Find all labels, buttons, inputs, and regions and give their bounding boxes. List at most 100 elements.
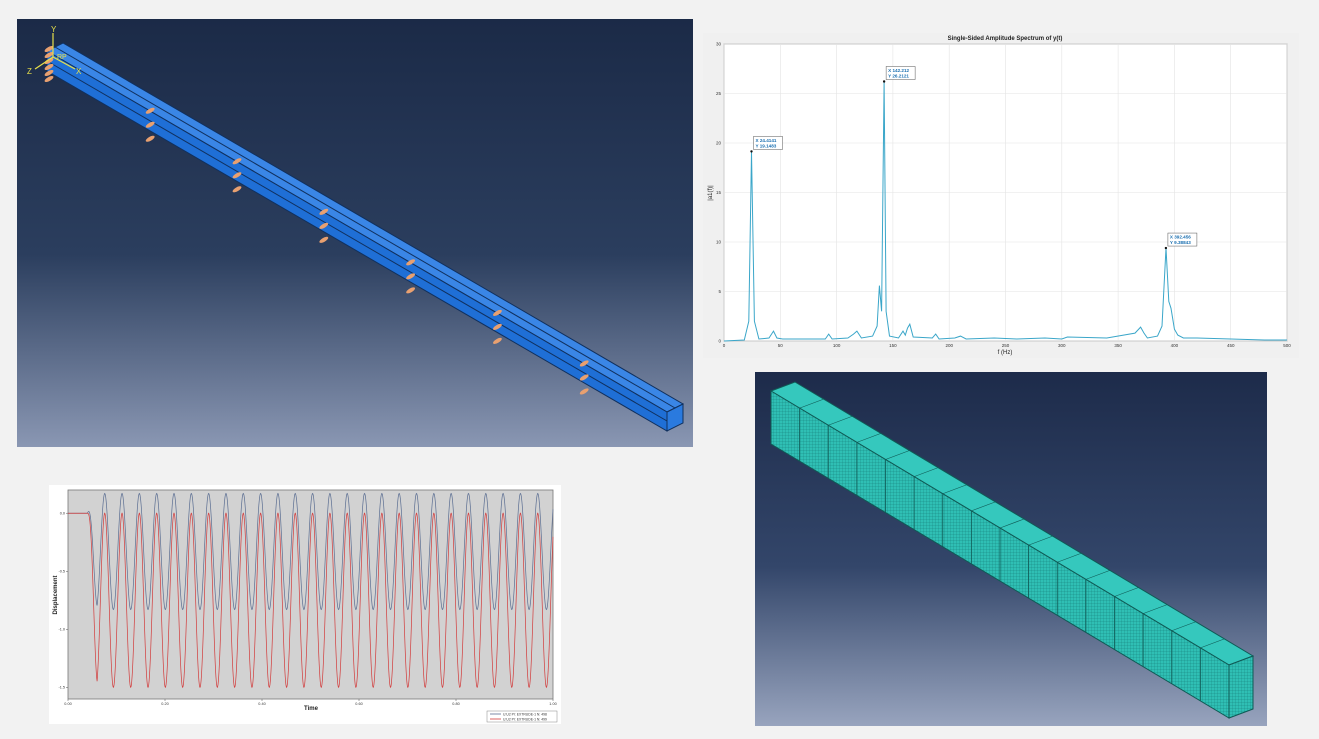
axis-triad: Y X Z RP	[27, 25, 82, 76]
fft-datatip-x: X 142.212	[888, 68, 909, 73]
legend-entry-1: U:U2 PI: EXTRUDE-1 N: 498	[503, 713, 547, 717]
load-arrow-icon	[492, 337, 502, 344]
displacement-series-line	[68, 512, 554, 689]
mesh-model-viewport[interactable]	[755, 372, 1267, 726]
fft-y-tick-label: 25	[716, 91, 722, 96]
mesh-section-lines	[799, 398, 1225, 701]
fft-y-tick-label: 30	[716, 42, 722, 47]
displacement-y-tick-label: -0.5	[58, 570, 65, 574]
fft-datatip-y: Y 26.2121	[888, 74, 909, 79]
displacement-y-tick-label: -1.5	[58, 686, 65, 690]
displacement-x-tick-label: 0.80	[452, 702, 459, 706]
load-arrows	[44, 45, 589, 395]
mesh-section-top-line	[1057, 552, 1082, 563]
fft-x-tick-label: 450	[1227, 343, 1235, 348]
displacement-ticks: 0.00 0.20 0.40 0.60 0.80 1.00 0.0 -0.5 -1.0 -1.5	[58, 512, 556, 706]
mesh-section-top-line	[1171, 621, 1196, 632]
fft-x-tick-label: 100	[833, 343, 841, 348]
fft-y-tick-label: 20	[716, 141, 722, 146]
fft-x-tick-label: 400	[1171, 343, 1179, 348]
fft-x-tick-label: 350	[1114, 343, 1122, 348]
mesh-section-top-line	[885, 450, 910, 460]
load-arrow-icon	[232, 186, 242, 193]
displacement-y-tick-label: -1.0	[58, 628, 65, 632]
load-arrow-icon	[319, 222, 329, 229]
boundary-condition-icon	[44, 69, 54, 77]
displacement-x-tick-label: 1.00	[549, 702, 556, 706]
fft-datatip-box	[753, 136, 783, 150]
mesh-section-top-line	[1143, 604, 1168, 614]
boundary-condition-icon	[44, 51, 54, 59]
beam-model-render: Y X Z RP	[27, 25, 685, 432]
fft-datatip-x: X 392.456	[1170, 235, 1191, 240]
displacement-chart: 0.00 0.20 0.40 0.60 0.80 1.00 0.0 -0.5 -1.0 -1.5 …	[49, 485, 561, 724]
displacement-legend: U:U2 PI: EXTRUDE-1 N: 498 U:U2 PI: EXTRU…	[486, 710, 558, 723]
fft-datatip-marker	[1164, 246, 1168, 250]
mesh-section-top-line	[1114, 587, 1139, 597]
displacement-x-tick-label: 0.20	[161, 702, 168, 706]
fft-x-tick-label: 500	[1283, 343, 1291, 348]
fft-datatip-y: Y 9.38843	[1170, 240, 1191, 245]
load-arrow-icon	[319, 208, 329, 215]
mesh-model-render	[769, 381, 1255, 719]
boundary-condition-icon	[44, 57, 54, 65]
load-arrow-icon	[492, 309, 502, 316]
fft-x-tick-label: 250	[1002, 343, 1010, 348]
displacement-y-axis-label: Displacement	[53, 575, 59, 614]
displacement-svg: 0.00 0.20 0.40 0.60 0.80 1.000.0-0.5-1.0-1.5 …	[53, 489, 558, 723]
axis-y-label: Y	[51, 25, 57, 34]
fft-y-tick-label: 0	[718, 339, 721, 344]
displacement-y-tick-label: 0.0	[60, 512, 65, 516]
mesh-section-top-line	[828, 415, 853, 426]
mesh-section-top-line	[942, 484, 967, 495]
reference-point-label: RP	[57, 54, 67, 61]
fft-x-axis-label: f (Hz)	[998, 350, 1013, 356]
fft-datatip-box	[1167, 232, 1198, 247]
boundary-condition-icon	[44, 45, 54, 53]
mesh-section-top-line	[1085, 570, 1110, 580]
beam-end-face	[666, 403, 684, 432]
displacement-series	[68, 492, 554, 689]
load-arrow-icon	[145, 107, 155, 114]
displacement-plot-area	[67, 489, 554, 700]
fft-spectrum-chart: 0 50 100 150 200 250 300 350 400 450 500 0 5 10 15 20 25…	[703, 33, 1299, 358]
load-arrow-icon	[579, 388, 589, 395]
legend-entry-2: U:U2 PI: EXTRUDE-1 N: 499	[503, 718, 547, 722]
load-arrow-icon	[579, 360, 589, 367]
load-arrow-icon	[579, 374, 589, 381]
mesh-section-top-line	[971, 501, 996, 512]
axis-x-label: X	[76, 67, 82, 76]
load-arrow-icon	[406, 287, 416, 294]
fft-datatip-x: X 24.4141	[755, 138, 776, 143]
fft-x-tick-label: 300	[1058, 343, 1066, 348]
fft-y-tick-label: 15	[716, 190, 722, 195]
fft-x-tick-label: 50	[778, 343, 784, 348]
displacement-series-line	[68, 492, 554, 611]
mesh-section-top-line	[799, 398, 824, 409]
fft-datatip-marker	[750, 150, 753, 153]
mesh-section-top-line	[1200, 638, 1225, 649]
fft-spectrum-svg: 0 50 100 150 200 250 300 350 400 450 500 0 5 10 15 20 25…	[708, 36, 1291, 356]
fft-y-tick-label: 10	[716, 240, 722, 245]
fft-grid	[723, 43, 1288, 342]
beam-model-viewport[interactable]: Y X Z RP	[17, 19, 693, 447]
load-arrow-icon	[232, 158, 242, 165]
fft-y-axis-label: |a1(f)|	[708, 185, 714, 201]
fft-x-tick-label: 200	[945, 343, 953, 348]
fft-datatip-y: Y 19.1483	[755, 143, 776, 148]
fft-datatip-marker	[882, 80, 886, 83]
load-arrow-icon	[492, 323, 502, 330]
displacement-x-axis-label: Time	[304, 706, 319, 712]
load-arrow-icon	[406, 259, 416, 266]
boundary-condition-icon	[44, 75, 54, 83]
boundary-condition-icon	[44, 63, 54, 71]
fft-datatip-box	[885, 66, 916, 80]
load-arrow-icon	[232, 172, 242, 179]
mesh-section-top-line	[999, 518, 1025, 529]
displacement-x-tick-label: 0.60	[355, 702, 362, 706]
fft-ticks: 0 50 100 150 200 250 300 350 400 450 500 0 5 10 15 20 25…	[716, 42, 1291, 349]
mesh-section-top-line	[856, 433, 881, 443]
fft-x-tick-label: 0	[723, 343, 726, 348]
mesh-section-top-line	[914, 467, 939, 477]
displacement-x-tick-label: 0.40	[258, 702, 265, 706]
